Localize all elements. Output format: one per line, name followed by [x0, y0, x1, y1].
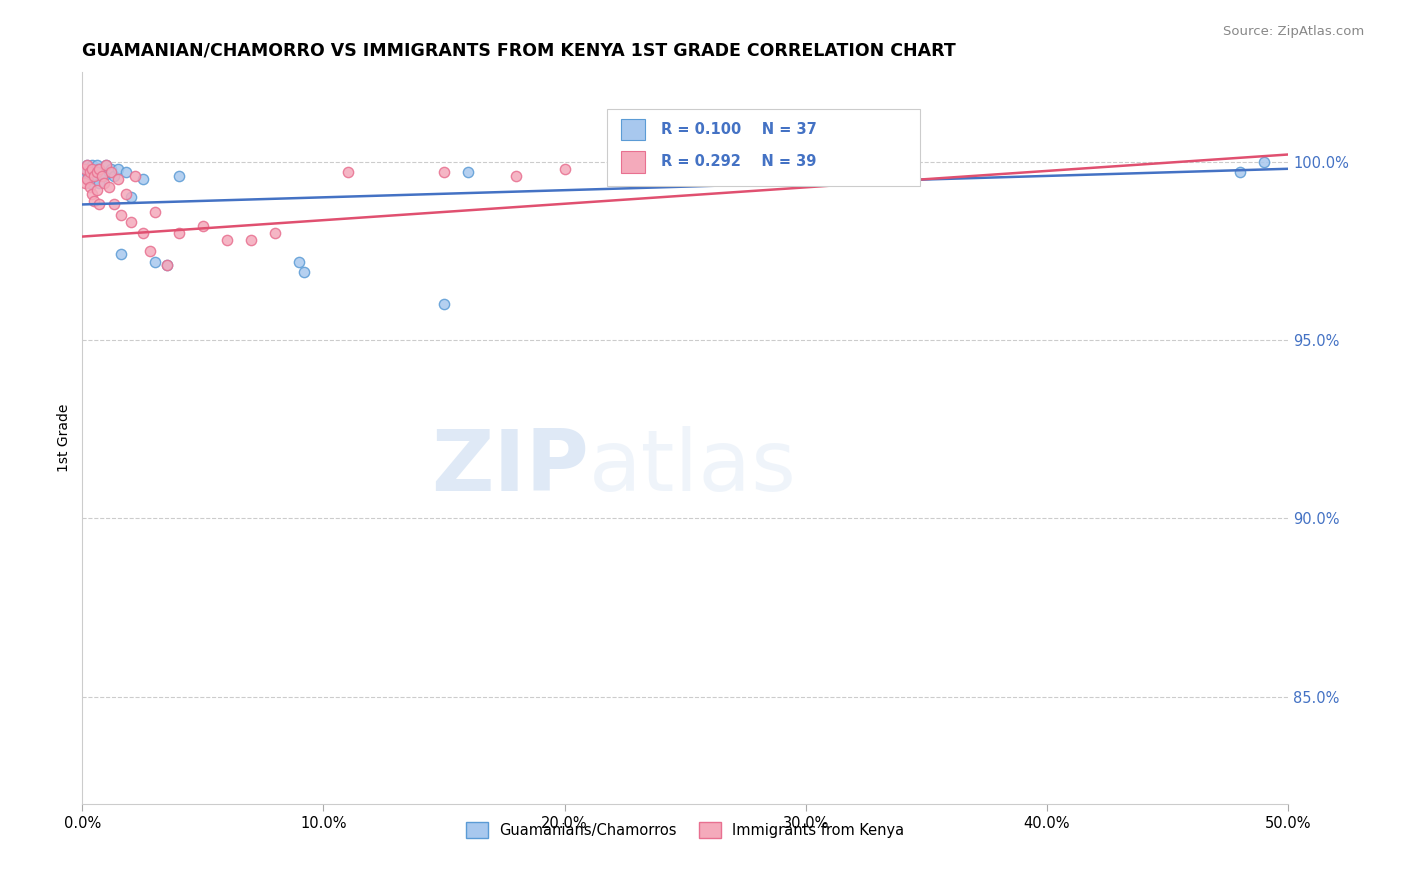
Point — [457, 165, 479, 179]
Point — [80, 161, 103, 176]
Point — [83, 194, 105, 208]
Point — [554, 161, 576, 176]
Point — [80, 158, 103, 172]
Text: ZIP: ZIP — [432, 426, 589, 509]
Point — [79, 179, 101, 194]
Point — [103, 197, 125, 211]
Point — [86, 165, 108, 179]
FancyBboxPatch shape — [621, 151, 645, 173]
Point — [97, 165, 120, 179]
Point — [156, 258, 179, 272]
Point — [288, 254, 311, 268]
Text: atlas: atlas — [589, 426, 797, 509]
Point — [86, 169, 108, 183]
Point — [240, 233, 263, 247]
Point — [76, 158, 98, 172]
Point — [80, 186, 103, 201]
Point — [264, 226, 287, 240]
Point — [215, 233, 238, 247]
Text: R = 0.100    N = 37: R = 0.100 N = 37 — [661, 122, 817, 137]
Point — [107, 161, 129, 176]
Point — [139, 244, 162, 258]
Point — [114, 186, 136, 201]
Point — [100, 165, 122, 179]
Point — [83, 172, 105, 186]
FancyBboxPatch shape — [621, 119, 645, 140]
Point — [103, 169, 125, 183]
Point — [433, 297, 456, 311]
Point — [73, 176, 96, 190]
Point — [86, 183, 108, 197]
Point — [167, 226, 190, 240]
Point — [89, 161, 111, 176]
Point — [673, 169, 696, 183]
Point — [131, 226, 153, 240]
Text: GUAMANIAN/CHAMORRO VS IMMIGRANTS FROM KENYA 1ST GRADE CORRELATION CHART: GUAMANIAN/CHAMORRO VS IMMIGRANTS FROM KE… — [83, 42, 956, 60]
Point — [124, 169, 146, 183]
Point — [292, 265, 315, 279]
Point — [650, 165, 672, 179]
Point — [505, 169, 527, 183]
Point — [76, 165, 98, 179]
Point — [131, 172, 153, 186]
Point — [89, 197, 111, 211]
Point — [79, 165, 101, 179]
Point — [336, 165, 359, 179]
Point — [89, 161, 111, 176]
Y-axis label: 1st Grade: 1st Grade — [58, 404, 72, 473]
Point — [97, 179, 120, 194]
Point — [143, 204, 166, 219]
Point — [120, 190, 142, 204]
Point — [143, 254, 166, 268]
Point — [90, 165, 112, 179]
Point — [73, 169, 96, 183]
Point — [156, 258, 179, 272]
Point — [107, 172, 129, 186]
Point — [191, 219, 214, 233]
Point — [79, 161, 101, 176]
Point — [167, 169, 190, 183]
Point — [79, 176, 101, 190]
Text: R = 0.292    N = 39: R = 0.292 N = 39 — [661, 154, 817, 169]
Point — [96, 158, 118, 172]
Point — [79, 169, 101, 183]
FancyBboxPatch shape — [607, 109, 921, 186]
Point — [86, 158, 108, 172]
Point — [1229, 165, 1251, 179]
Point — [110, 247, 132, 261]
Point — [120, 215, 142, 229]
Text: Source: ZipAtlas.com: Source: ZipAtlas.com — [1223, 25, 1364, 38]
Point — [80, 165, 103, 179]
Point — [89, 176, 111, 190]
Point — [1253, 154, 1275, 169]
Point — [114, 165, 136, 179]
Point — [83, 169, 105, 183]
Point — [83, 161, 105, 176]
Point — [110, 208, 132, 222]
Point — [96, 158, 118, 172]
Point — [76, 172, 98, 186]
Point — [93, 169, 115, 183]
Point — [433, 165, 456, 179]
Point — [90, 169, 112, 183]
Point — [76, 158, 98, 172]
Legend: Guamanians/Chamorros, Immigrants from Kenya: Guamanians/Chamorros, Immigrants from Ke… — [460, 815, 910, 844]
Point — [73, 161, 96, 176]
Point — [93, 176, 115, 190]
Point — [100, 161, 122, 176]
Point — [673, 158, 696, 172]
Point — [73, 161, 96, 176]
